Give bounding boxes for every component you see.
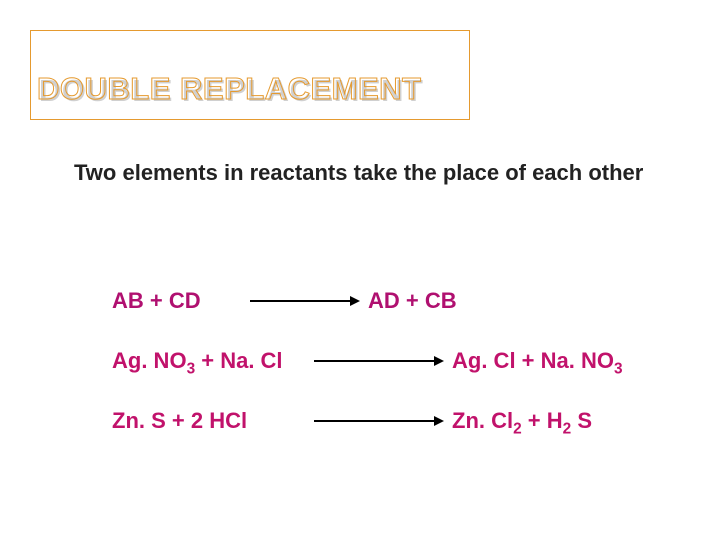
arrow-icon — [250, 294, 360, 308]
eq1-lhs: AB + CD — [112, 288, 246, 314]
eq3-lhs: Zn. S + 2 HCl — [112, 408, 310, 434]
title-box: DOUBLE REPLACEMENT — [30, 30, 470, 120]
arrow-icon — [314, 354, 444, 368]
equation-silver-nitrate: Ag. NO3 + Na. Cl Ag. Cl + Na. NO3 — [112, 348, 672, 374]
eq1-rhs: AD + CB — [368, 288, 457, 314]
eq2-lhs: Ag. NO3 + Na. Cl — [112, 348, 310, 374]
equation-zinc-sulfide: Zn. S + 2 HCl Zn. Cl2 + H2 S — [112, 408, 672, 434]
eq2-rhs: Ag. Cl + Na. NO3 — [452, 348, 623, 374]
slide-title: DOUBLE REPLACEMENT — [37, 71, 421, 107]
equations-block: AB + CD AD + CB Ag. NO3 + Na. Cl Ag. Cl … — [112, 288, 672, 468]
eq3-rhs: Zn. Cl2 + H2 S — [452, 408, 592, 434]
equation-generic: AB + CD AD + CB — [112, 288, 672, 314]
description-text: Two elements in reactants take the place… — [74, 158, 664, 188]
arrow-icon — [314, 414, 444, 428]
